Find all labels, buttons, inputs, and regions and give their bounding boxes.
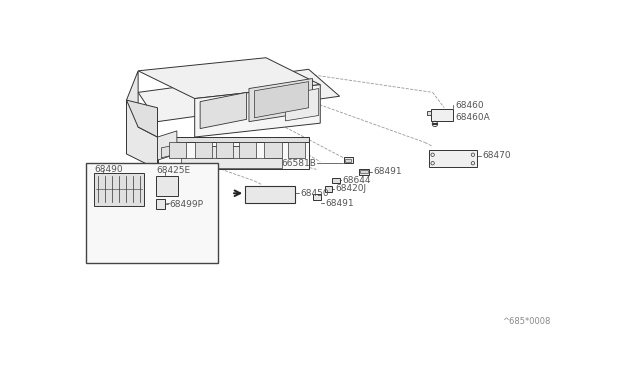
Polygon shape: [312, 194, 321, 200]
Polygon shape: [431, 109, 452, 121]
Polygon shape: [196, 146, 250, 162]
Polygon shape: [157, 137, 308, 142]
Text: 68425E: 68425E: [156, 166, 190, 176]
Bar: [180, 158, 282, 168]
Polygon shape: [161, 145, 177, 158]
Polygon shape: [127, 71, 157, 169]
Polygon shape: [156, 199, 165, 209]
Polygon shape: [127, 100, 157, 137]
Bar: [239, 142, 256, 158]
Polygon shape: [94, 173, 145, 206]
Text: 68460A: 68460A: [455, 113, 490, 122]
Polygon shape: [332, 178, 340, 183]
Text: 68491: 68491: [373, 167, 401, 176]
Polygon shape: [359, 169, 369, 175]
Bar: [216, 142, 233, 158]
Bar: [195, 142, 212, 158]
Polygon shape: [157, 131, 177, 160]
Text: 68450: 68450: [300, 189, 329, 198]
Text: –: –: [165, 199, 170, 209]
Polygon shape: [195, 85, 320, 137]
Polygon shape: [249, 78, 312, 122]
Bar: [86, 163, 218, 263]
Text: 68490: 68490: [94, 165, 123, 174]
Polygon shape: [138, 58, 320, 99]
Text: 68460: 68460: [455, 101, 484, 110]
Bar: [169, 142, 186, 158]
Bar: [264, 142, 282, 158]
Text: 68644: 68644: [342, 176, 371, 185]
Polygon shape: [360, 170, 367, 173]
Polygon shape: [254, 81, 308, 118]
Text: ^685*0008: ^685*0008: [502, 317, 551, 326]
Polygon shape: [428, 111, 431, 115]
Text: 68420J: 68420J: [335, 184, 366, 193]
Polygon shape: [285, 89, 319, 121]
Polygon shape: [325, 186, 332, 192]
Polygon shape: [245, 186, 296, 203]
Text: 68470: 68470: [482, 151, 511, 160]
Polygon shape: [157, 137, 308, 169]
Polygon shape: [138, 69, 340, 122]
Polygon shape: [156, 176, 178, 196]
Polygon shape: [345, 158, 351, 162]
Bar: [288, 142, 305, 158]
Polygon shape: [429, 150, 477, 167]
Polygon shape: [200, 92, 246, 129]
Text: 66581B: 66581B: [282, 159, 316, 168]
Text: 68491: 68491: [325, 199, 353, 208]
Text: 68499P: 68499P: [169, 199, 203, 209]
Polygon shape: [344, 157, 353, 163]
